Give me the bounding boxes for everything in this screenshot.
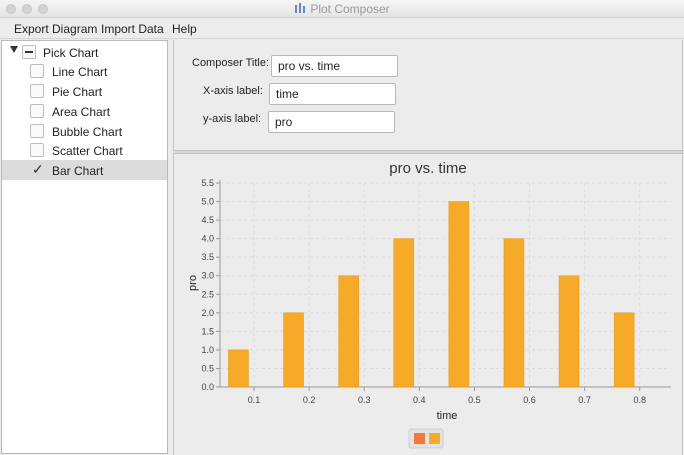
tree-item-area-chart[interactable]: Area Chart <box>2 101 167 121</box>
bar-0.1 <box>228 349 249 388</box>
y-tick-label: 4.5 <box>201 215 214 225</box>
chart-legend <box>408 428 444 449</box>
pie-chart-checkbox[interactable] <box>30 84 44 98</box>
composer-title-input[interactable] <box>271 55 398 77</box>
bar-0.4 <box>393 238 414 388</box>
tree-item-line-chart[interactable]: Line Chart <box>2 61 167 81</box>
tree-item-scatter-chart[interactable]: Scatter Chart <box>2 140 167 160</box>
y-tick-label: 2.0 <box>201 308 214 318</box>
bar-0.3 <box>338 275 359 388</box>
y-tick-label: 2.5 <box>201 289 214 299</box>
tree-item-pie-chart[interactable]: Pie Chart <box>2 81 167 101</box>
close-window-button[interactable] <box>6 4 16 14</box>
chart-bars <box>228 201 635 388</box>
tree-item-label: Bubble Chart <box>52 125 123 139</box>
tree-item-label: Scatter Chart <box>52 144 123 158</box>
menu-import-data[interactable]: Import Data <box>101 22 164 36</box>
zoom-window-button[interactable] <box>38 4 48 14</box>
yaxis-label-input[interactable] <box>268 111 395 133</box>
x-tick-label: 0.8 <box>633 395 646 405</box>
tree-item-label: Pie Chart <box>52 85 103 99</box>
bubble-chart-checkbox[interactable] <box>30 124 44 138</box>
composer-title-label: Composer Title: <box>192 57 270 69</box>
x-tick-label: 0.5 <box>468 395 481 405</box>
y-axis-label: pro <box>187 275 199 291</box>
area-chart-checkbox[interactable] <box>30 104 44 118</box>
x-tick-label: 0.4 <box>413 395 426 405</box>
disclosure-triangle-icon[interactable] <box>10 46 18 53</box>
tree-item-label: Bar Chart <box>52 164 104 178</box>
tree-item-bar-chart[interactable]: ✓ Bar Chart <box>2 160 167 180</box>
x-tick-label: 0.1 <box>248 395 261 405</box>
xaxis-label-label: X-axis label: <box>203 85 263 97</box>
chart-picker-tree: Pick Chart Line Chart Pie Chart Area Cha… <box>1 40 168 454</box>
y-tick-label: 0.5 <box>201 363 214 373</box>
plot-composer-app-icon <box>295 3 306 13</box>
split-pane-divider[interactable] <box>173 150 684 154</box>
x-tick-label: 0.6 <box>523 395 536 405</box>
bar-0.6 <box>503 238 525 388</box>
line-chart-checkbox[interactable] <box>30 64 44 78</box>
panel-right-border <box>682 40 683 455</box>
scatter-chart-checkbox[interactable] <box>30 143 44 157</box>
tree-item-label: Line Chart <box>52 65 108 79</box>
x-axis-label: time <box>437 410 458 422</box>
menu-export-diagram[interactable]: Export Diagram <box>14 22 98 36</box>
bar-0.2 <box>283 312 304 388</box>
chart-title: pro vs. time <box>389 160 467 177</box>
panel-left-border <box>173 40 174 455</box>
bar-0.5 <box>448 201 470 388</box>
tree-root-pick-chart[interactable]: Pick Chart <box>2 42 167 62</box>
x-tick-label: 0.7 <box>578 395 591 405</box>
x-axis-ticks: 0.1 0.2 0.3 0.4 0.5 0.6 0.7 0.8 <box>248 387 646 405</box>
x-tick-label: 0.3 <box>358 395 371 405</box>
y-tick-label: 3.0 <box>201 271 214 281</box>
bar-chart: pro vs. time 0.0 0.5 1.0 1.5 2.0 2.5 3.0 3.5 4.0… <box>187 160 671 449</box>
checkmark-icon[interactable]: ✓ <box>32 161 44 177</box>
tree-root-label: Pick Chart <box>43 46 99 60</box>
yaxis-label-label: y-axis label: <box>203 113 262 125</box>
y-tick-label: 3.5 <box>201 252 214 262</box>
y-tick-label: 0.0 <box>201 382 214 392</box>
pick-chart-checkbox[interactable] <box>22 45 36 59</box>
bar-0.8 <box>613 312 635 388</box>
bar-0.7 <box>558 275 580 388</box>
minimize-window-button[interactable] <box>22 4 32 14</box>
window-title: Plot Composer <box>310 2 390 16</box>
legend-swatch-orange <box>414 433 425 444</box>
legend-swatch-yellow <box>429 433 440 444</box>
title-bar: Plot Composer <box>0 0 684 18</box>
window-title-container: Plot Composer <box>0 2 684 16</box>
y-tick-label: 5.5 <box>201 178 214 188</box>
menu-bar: Export Diagram Import Data Help <box>0 18 684 39</box>
y-tick-label: 5.0 <box>201 197 214 207</box>
y-axis-ticks: 0.0 0.5 1.0 1.5 2.0 2.5 3.0 3.5 4.0 4.5 5.0 5.5 <box>201 178 220 392</box>
x-tick-label: 0.2 <box>303 395 316 405</box>
y-tick-label: 1.0 <box>201 345 214 355</box>
tree-item-label: Area Chart <box>52 105 111 119</box>
y-tick-label: 1.5 <box>201 326 214 336</box>
tree-item-bubble-chart[interactable]: Bubble Chart <box>2 121 167 141</box>
menu-help[interactable]: Help <box>172 22 197 36</box>
y-tick-label: 4.0 <box>201 234 214 244</box>
xaxis-label-input[interactable] <box>269 83 396 105</box>
